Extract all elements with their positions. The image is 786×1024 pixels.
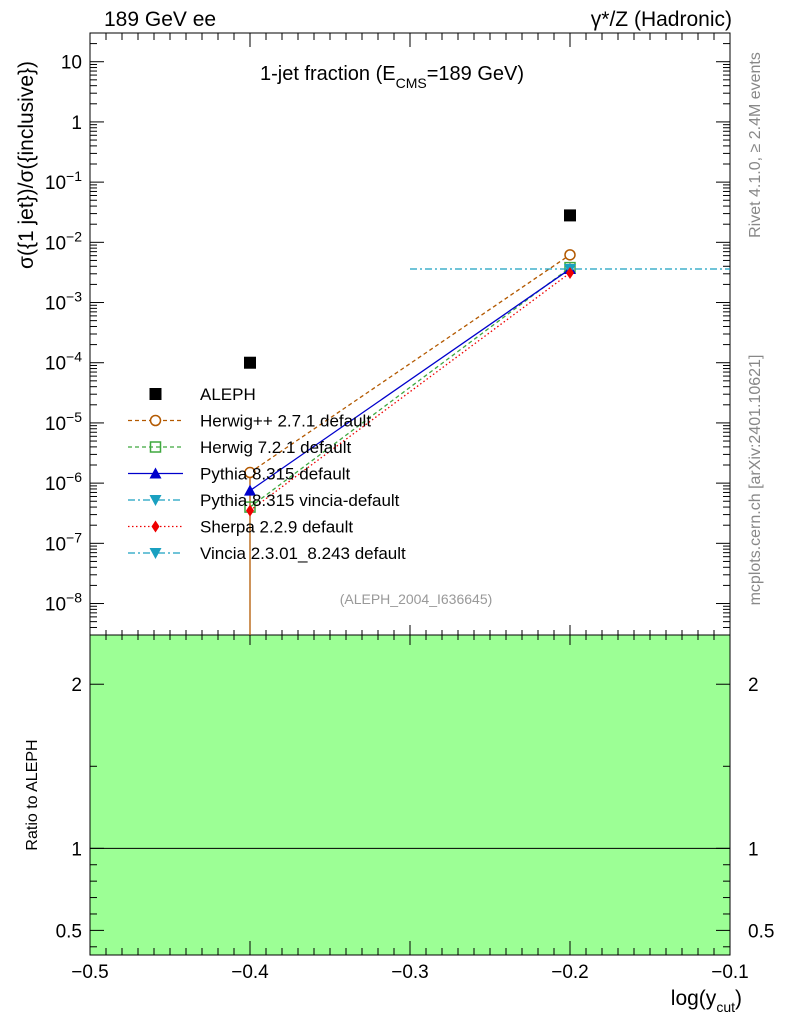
header-right: γ*/Z (Hadronic): [591, 8, 732, 31]
y-tick-label: 10−2: [45, 228, 82, 254]
ratio-tick-label: 0.5: [748, 921, 774, 942]
series-marker: [246, 504, 254, 517]
x-tick-label: −0.2: [551, 962, 589, 983]
mcplots-label: mcplots.cern.ch [arXiv:2401.10621]: [747, 355, 764, 606]
plot-title-end: =189 GeV): [427, 63, 524, 85]
y-tick-label: 10−4: [45, 349, 82, 375]
legend-label: Pythia 8.315 vincia-default: [200, 491, 400, 510]
plot-title-main: 1-jet fraction (E: [260, 63, 396, 85]
series-marker: [244, 484, 256, 496]
legend-label: Vincia 2.3.01_8.243 default: [200, 544, 406, 563]
legend-marker: [149, 414, 162, 427]
legend-marker: [149, 388, 162, 400]
x-tick-label: −0.3: [391, 962, 429, 983]
y-tick-label: 10−5: [45, 409, 82, 435]
legend-label: Herwig 7.2.1 default: [200, 438, 351, 457]
series-marker: [566, 266, 574, 279]
series-line: [249, 268, 571, 492]
y-tick-label: 10−8: [45, 590, 82, 616]
series-line: [249, 254, 571, 474]
legend-marker: [149, 495, 162, 506]
series-layer: [244, 209, 730, 635]
x-tick-label: −0.5: [71, 962, 109, 983]
legend: ALEPH Herwig++ 2.7.1 default Herwig 7.2.1 …: [128, 385, 406, 563]
ratio-tick-label: 1: [71, 839, 82, 860]
y-axis-label: σ({1 jet})/σ({inclusive}): [15, 61, 38, 269]
plot-title: 1-jet fraction (ECMS=189 GeV): [260, 63, 524, 91]
x-axis-label-sub: cut: [716, 999, 735, 1015]
legend-label: ALEPH: [200, 385, 256, 404]
main-plot-frame: [89, 32, 731, 636]
x-axis-label-main: log(y: [671, 987, 717, 1010]
x-axis-label: log(ycut): [671, 987, 742, 1015]
legend-marker: [149, 467, 162, 479]
rivet-label: Rivet 4.1.0, ≥ 2.4M events: [747, 52, 764, 238]
series-line: [249, 272, 571, 512]
series-marker: [244, 466, 256, 479]
y-tick-label: 10: [61, 53, 82, 74]
legend-label: Herwig++ 2.7.1 default: [200, 412, 371, 431]
data-point: [564, 209, 576, 222]
ratio-band: [90, 635, 730, 955]
y-tick-label: 10−7: [45, 529, 82, 555]
legend-label: Pythia 8.315 default: [200, 465, 351, 484]
series-marker: [564, 249, 576, 261]
legend-label: Sherpa 2.2.9 default: [200, 518, 353, 537]
legend-marker: [151, 520, 160, 533]
ratio-tick-label: 1: [748, 839, 759, 860]
x-tick-label: −0.4: [231, 962, 269, 983]
y-tick-label: 1: [71, 113, 82, 134]
ratio-tick-label: 2: [748, 675, 759, 696]
axis-ticks: −0.5 −0.4 −0.3 −0.2 −0.1 10 1 10−1 10−2 10−3 10−4 1…: [45, 32, 774, 983]
ratio-tick-label: 0.5: [56, 921, 82, 942]
analysis-id: (ALEPH_2004_I636645): [340, 591, 493, 607]
x-tick-label: −0.1: [711, 962, 749, 983]
y-tick-label: 10−3: [45, 289, 82, 315]
y-tick-label: 10−6: [45, 469, 82, 495]
legend-marker: [149, 441, 162, 453]
plot-title-sub: CMS: [396, 75, 427, 91]
legend-marker: [149, 548, 162, 559]
data-point: [244, 356, 256, 369]
y-tick-label: 10−1: [45, 168, 82, 194]
header-left: 189 GeV ee: [104, 8, 216, 31]
series-line: [249, 267, 571, 508]
ratio-y-axis-label: Ratio to ALEPH: [24, 739, 41, 850]
x-axis-label-end: ): [735, 987, 742, 1010]
ratio-tick-label: 2: [71, 675, 82, 696]
